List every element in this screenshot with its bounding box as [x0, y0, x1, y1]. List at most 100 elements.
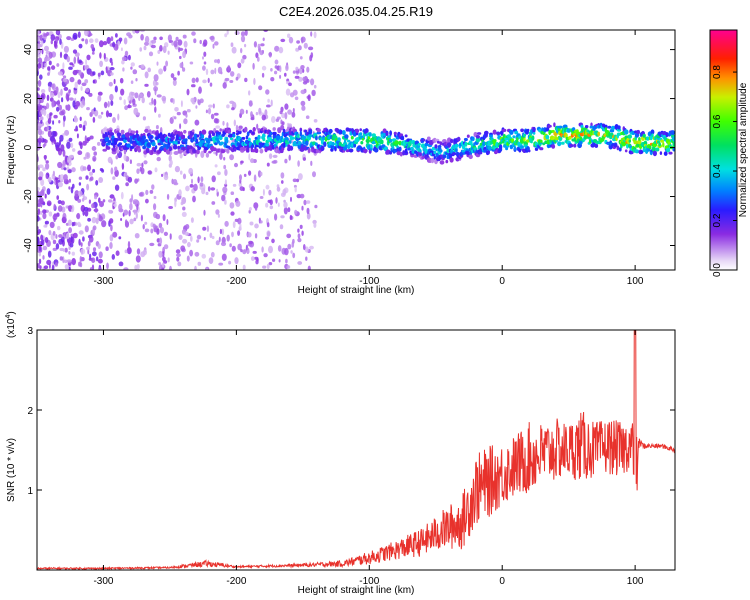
heatmap-cell [120, 191, 124, 200]
heatmap-cell [61, 97, 64, 103]
heatmap-cell [123, 149, 127, 155]
heatmap-cell [95, 180, 99, 186]
heatmap-cell [492, 129, 497, 135]
heatmap-cell [307, 94, 311, 102]
heatmap-cell [279, 224, 284, 230]
heatmap-cell [231, 107, 235, 111]
heatmap-cell [233, 119, 236, 127]
heatmap-cell [121, 162, 125, 170]
heatmap-cell [225, 138, 229, 144]
heatmap-cell [348, 148, 354, 153]
heatmap-cell [180, 245, 186, 252]
heatmap-cell [59, 38, 62, 45]
heatmap-cell [130, 91, 135, 96]
heatmap-cell [109, 242, 113, 249]
heatmap-cell [135, 255, 141, 263]
heatmap-cell [240, 160, 244, 164]
heatmap-cell [37, 57, 43, 64]
heatmap-cell [194, 265, 197, 270]
heatmap-cell [177, 39, 183, 46]
heatmap-cell [87, 240, 91, 247]
heatmap-cell [40, 234, 44, 241]
heatmap-cell [171, 41, 175, 46]
heatmap-cell [569, 144, 573, 148]
heatmap-cell [254, 223, 259, 229]
heatmap-cell [55, 177, 58, 185]
heatmap-cell [202, 226, 207, 231]
heatmap-cell [216, 139, 220, 144]
heatmap-cell [221, 194, 226, 202]
heatmap-cell [219, 152, 223, 160]
heatmap-cell [119, 96, 122, 101]
heatmap-cell [86, 137, 91, 142]
heatmap-cell [229, 100, 235, 105]
heatmap-cell [291, 111, 296, 118]
heatmap-cell [235, 124, 239, 132]
heatmap-cell [153, 98, 157, 106]
heatmap-cell [123, 267, 129, 270]
heatmap-cell [124, 105, 128, 111]
heatmap-cell [86, 54, 91, 61]
heatmap-cell [145, 189, 149, 196]
heatmap-cell [143, 160, 148, 165]
heatmap-cell [226, 148, 230, 154]
heatmap-cell [439, 149, 443, 153]
heatmap-cell [268, 245, 273, 254]
heatmap-cell [113, 78, 116, 85]
heatmap-cell [232, 131, 236, 135]
heatmap-cell [246, 131, 250, 137]
heatmap-cell [124, 219, 128, 225]
heatmap-cell [113, 203, 117, 208]
heatmap-cell [309, 54, 313, 62]
heatmap-cell [134, 30, 140, 34]
heatmap-cell [65, 93, 70, 101]
heatmap-cell [144, 128, 149, 133]
y-tick-label: 20 [23, 93, 34, 105]
heatmap-cell [76, 133, 79, 139]
heatmap-cell [154, 145, 158, 150]
heatmap-cell [66, 141, 71, 149]
heatmap-cell [285, 64, 289, 72]
heatmap-cell [115, 155, 119, 160]
heatmap-cell [238, 182, 243, 187]
heatmap-cell [163, 231, 168, 236]
heatmap-cell [365, 133, 368, 137]
colorbar: 0.0 0.2 0.4 0.6 0.8 Normalized spectral ampl… [709, 29, 749, 277]
heatmap-cell [252, 126, 256, 132]
heatmap-cell [161, 267, 165, 270]
heatmap-cell [102, 41, 108, 46]
x-tick-label: -300 [93, 276, 113, 287]
heatmap-cell [672, 142, 675, 148]
snr-plot-frame [36, 329, 676, 571]
heatmap-cell [72, 232, 78, 239]
heatmap-cell [221, 149, 226, 154]
heatmap-cell [294, 143, 298, 147]
heatmap-cell [187, 241, 191, 248]
heatmap-cell [230, 191, 235, 195]
heatmap-cell [127, 104, 132, 109]
heatmap-cell [52, 231, 56, 236]
heatmap-cell [123, 209, 129, 216]
heatmap-cell [176, 256, 180, 262]
heatmap-cell [47, 176, 52, 183]
heatmap-cell [129, 139, 133, 144]
heatmap-cell [81, 38, 85, 42]
heatmap-cell [130, 80, 134, 84]
heatmap-cell [568, 135, 572, 140]
heatmap-cell [554, 137, 559, 141]
heatmap-cell [94, 109, 99, 117]
heatmap-cell [223, 164, 227, 170]
heatmap-cell [44, 139, 48, 144]
heatmap-cell [92, 71, 96, 76]
heatmap-cell [278, 46, 284, 54]
snr-x-ticks: -300 -200 -100 0 100 [93, 330, 644, 587]
heatmap-cell [288, 82, 292, 87]
heatmap-cell [442, 154, 447, 159]
heatmap-cell [115, 33, 118, 38]
heatmap-cell [139, 166, 142, 172]
heatmap-cell [359, 132, 363, 136]
heatmap-cell [255, 52, 259, 59]
heatmap-cell [239, 223, 242, 230]
heatmap-cell [136, 162, 142, 167]
heatmap-cell [475, 137, 481, 143]
